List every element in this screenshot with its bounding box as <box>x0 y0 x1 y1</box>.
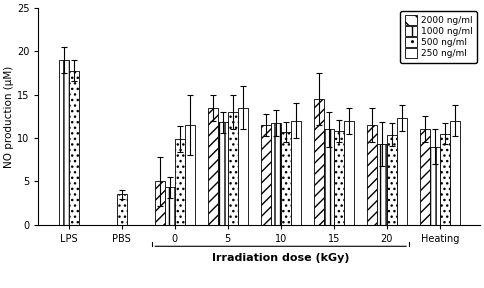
Bar <box>184 125 195 225</box>
Bar <box>397 118 407 225</box>
Bar <box>69 71 78 225</box>
Bar <box>227 112 238 225</box>
Bar <box>324 129 334 225</box>
Bar <box>291 121 301 225</box>
Bar <box>344 121 354 225</box>
Bar <box>334 131 344 225</box>
Bar <box>430 147 440 225</box>
Legend: 2000 ng/ml, 1000 ng/ml, 500 ng/ml, 250 ng/ml: 2000 ng/ml, 1000 ng/ml, 500 ng/ml, 250 n… <box>400 11 477 63</box>
Bar <box>59 60 69 225</box>
Bar <box>420 129 430 225</box>
Bar <box>238 108 248 225</box>
Bar <box>377 144 387 225</box>
Bar <box>261 125 271 225</box>
Bar <box>281 132 291 225</box>
Y-axis label: NO production (μM): NO production (μM) <box>4 65 14 168</box>
Bar <box>367 125 377 225</box>
Bar <box>175 139 184 225</box>
Bar <box>271 123 281 225</box>
Bar <box>314 99 324 225</box>
Bar <box>450 121 460 225</box>
Bar <box>208 108 218 225</box>
Bar <box>154 181 165 225</box>
Bar <box>387 134 397 225</box>
Bar <box>440 134 450 225</box>
Bar <box>165 187 175 225</box>
Bar <box>117 194 126 225</box>
Bar <box>218 122 227 225</box>
Text: Irradiation dose (kGy): Irradiation dose (kGy) <box>212 253 349 263</box>
